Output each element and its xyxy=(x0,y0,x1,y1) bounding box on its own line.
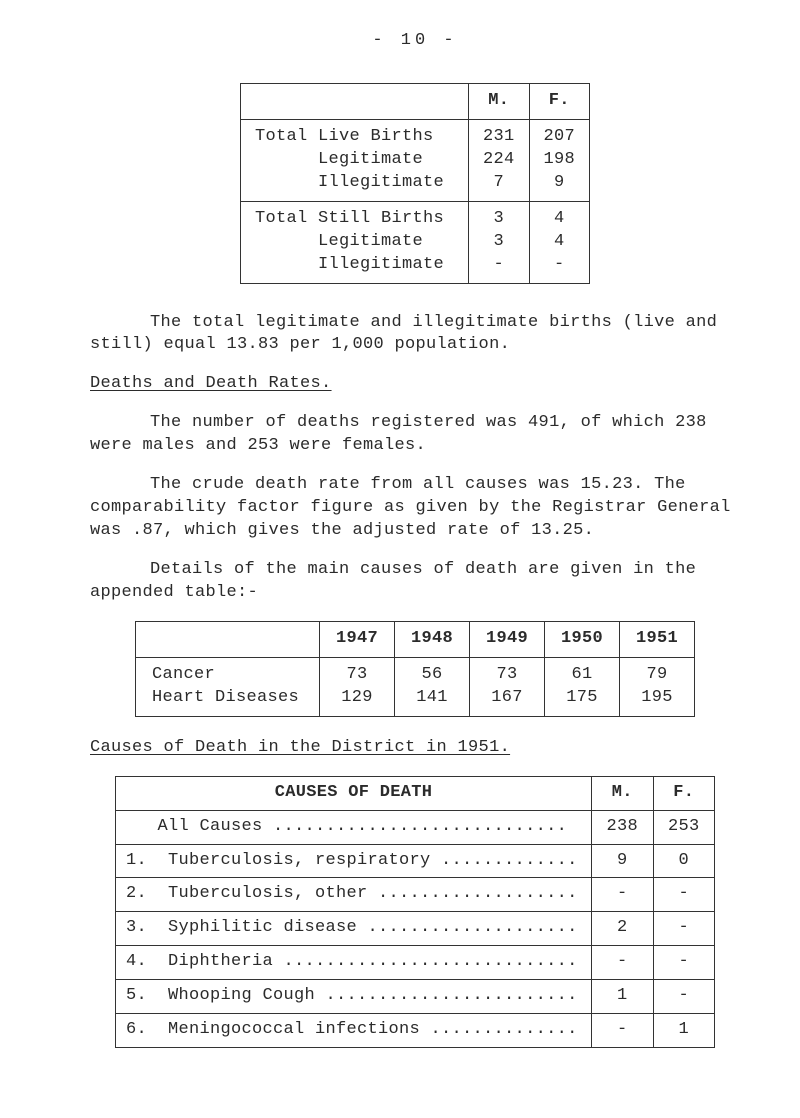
years-c5: 79 195 xyxy=(620,657,695,716)
causes-row-label: 1. Tuberculosis, respiratory ...........… xyxy=(116,844,592,878)
causes-row-m: - xyxy=(592,1014,653,1048)
causes-h3: F. xyxy=(653,776,714,810)
para-crude-rate: The crude death rate from all causes was… xyxy=(90,474,740,543)
causes-table: CAUSES OF DEATH M. F. All Causes .......… xyxy=(115,776,715,1049)
causes-row-f: - xyxy=(653,980,714,1014)
births-table: M. F. Total Live Births Legitimate Illeg… xyxy=(240,83,590,284)
causes-all-m: 238 xyxy=(592,810,653,844)
causes-all-f: 253 xyxy=(653,810,714,844)
para-details: Details of the main causes of death are … xyxy=(90,559,740,605)
heading-causes: Causes of Death in the District in 1951. xyxy=(90,738,510,757)
causes-all-label: All Causes ............................ xyxy=(116,810,592,844)
births-row2-m: 3 3 - xyxy=(469,201,530,283)
causes-row-m: - xyxy=(592,946,653,980)
births-col-blank xyxy=(240,83,468,119)
causes-row-f: - xyxy=(653,912,714,946)
births-col-f: F. xyxy=(529,83,590,119)
causes-row-label: 4. Diphtheria ..........................… xyxy=(116,946,592,980)
causes-row-m: 1 xyxy=(592,980,653,1014)
years-c3: 73 167 xyxy=(470,657,545,716)
years-h4: 1950 xyxy=(545,621,620,657)
births-row2-f: 4 4 - xyxy=(529,201,590,283)
causes-row-label: 2. Tuberculosis, other .................… xyxy=(116,878,592,912)
births-row2-label: Total Still Births Legitimate Illegitima… xyxy=(240,201,468,283)
causes-row-label: 3. Syphilitic disease ..................… xyxy=(116,912,592,946)
causes-row-f: - xyxy=(653,946,714,980)
years-h3: 1949 xyxy=(470,621,545,657)
page-number: - 10 - xyxy=(90,30,740,53)
causes-row-m: 2 xyxy=(592,912,653,946)
years-c2: 56 141 xyxy=(394,657,469,716)
years-h5: 1951 xyxy=(620,621,695,657)
years-h0 xyxy=(135,621,319,657)
years-h1: 1947 xyxy=(319,621,394,657)
years-c4: 61 175 xyxy=(545,657,620,716)
heading-deaths: Deaths and Death Rates. xyxy=(90,374,332,393)
years-c1: 73 129 xyxy=(319,657,394,716)
causes-row-label: 5. Whooping Cough ......................… xyxy=(116,980,592,1014)
years-row-label: Cancer Heart Diseases xyxy=(135,657,319,716)
causes-row-f: 0 xyxy=(653,844,714,878)
years-h2: 1948 xyxy=(394,621,469,657)
causes-row-m: 9 xyxy=(592,844,653,878)
births-row1-label: Total Live Births Legitimate Illegitimat… xyxy=(240,119,468,201)
causes-h1: CAUSES OF DEATH xyxy=(116,776,592,810)
births-row1-f: 207 198 9 xyxy=(529,119,590,201)
births-row1-m: 231 224 7 xyxy=(469,119,530,201)
causes-row-f: - xyxy=(653,878,714,912)
causes-row-m: - xyxy=(592,878,653,912)
births-col-m: M. xyxy=(469,83,530,119)
years-table: 1947 1948 1949 1950 1951 Cancer Heart Di… xyxy=(135,621,695,717)
para-deaths-registered: The number of deaths registered was 491,… xyxy=(90,412,740,458)
causes-h2: M. xyxy=(592,776,653,810)
causes-row-label: 6. Meningococcal infections ............… xyxy=(116,1014,592,1048)
para-births-summary: The total legitimate and illegitimate bi… xyxy=(90,312,740,358)
causes-row-f: 1 xyxy=(653,1014,714,1048)
